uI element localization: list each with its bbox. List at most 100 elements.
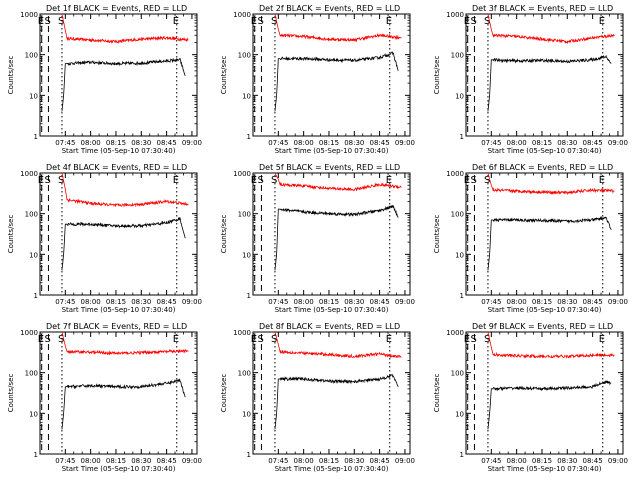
x-tick-label: 08:45 [583, 139, 603, 147]
x-tick-label: 08:45 [157, 298, 177, 306]
x-tick-label: 08:30 [557, 139, 577, 147]
x-tick-label: 07:45 [55, 457, 75, 465]
x-axis-label: Start Time (05-Sep-10 07:30:40) [62, 465, 176, 473]
event-marker-label: E [251, 334, 257, 345]
event-marker-label: S [44, 16, 50, 27]
event-marker-label: E [251, 16, 257, 27]
plot-frame [39, 172, 198, 296]
x-axis-label: Start Time (05-Sep-10 07:30:40) [275, 465, 389, 473]
x-tick-label: 08:00 [507, 457, 527, 465]
y-tick-label: 1000 [446, 329, 464, 337]
y-axis-label: Counts/sec [7, 56, 15, 95]
chart-title: Det 2f BLACK = Events, RED = LLD [259, 4, 400, 13]
chart-panel: Det 8f BLACK = Events, RED = LLD 1 10 100 10… [220, 322, 415, 473]
plot-frame [39, 331, 198, 455]
y-tick-label: 100 [25, 211, 38, 219]
lld-series-line [61, 331, 189, 356]
x-tick-label: 08:00 [81, 298, 101, 306]
chart-panel: Det 9f BLACK = Events, RED = LLD 1 10 100 10… [433, 322, 628, 473]
y-tick-label: 1000 [20, 11, 38, 19]
x-tick-label: 08:15 [106, 457, 126, 465]
y-tick-label: 100 [451, 52, 464, 60]
y-tick-label: 10 [29, 92, 38, 100]
x-tick-label: 08:45 [370, 457, 390, 465]
event-marker-label: S [58, 16, 64, 27]
event-marker-label: E [38, 175, 44, 186]
events-series-line [61, 378, 186, 430]
event-marker-label: S [271, 16, 277, 27]
x-tick-label: 08:00 [294, 457, 314, 465]
y-tick-label: 10 [455, 92, 464, 100]
x-tick-label: 09:00 [395, 298, 415, 306]
x-tick-label: 08:45 [157, 139, 177, 147]
x-tick-label: 07:45 [268, 139, 288, 147]
y-tick-label: 1000 [446, 170, 464, 178]
x-axis-label: Start Time (05-Sep-10 07:30:40) [62, 306, 176, 314]
lld-series-line [61, 172, 189, 208]
event-marker-label: E [599, 175, 605, 186]
chart-panel: Det 3f BLACK = Events, RED = LLD 1 10 100 10… [433, 4, 628, 155]
event-marker-label: E [173, 16, 179, 27]
x-tick-label: 08:00 [81, 139, 101, 147]
x-tick-label: 07:45 [55, 139, 75, 147]
lld-series-line [274, 172, 402, 192]
x-tick-label: 09:00 [608, 139, 628, 147]
y-tick-label: 10 [29, 251, 38, 259]
event-marker-label: S [470, 334, 476, 345]
event-marker-label: S [44, 334, 50, 345]
y-tick-label: 100 [25, 52, 38, 60]
x-tick-label: 08:45 [583, 457, 603, 465]
y-axis-label: Counts/sec [433, 374, 441, 413]
y-tick-label: 100 [25, 370, 38, 378]
y-tick-label: 100 [451, 370, 464, 378]
x-tick-label: 08:00 [294, 298, 314, 306]
x-axis-label: Start Time (05-Sep-10 07:30:40) [62, 147, 176, 155]
x-tick-label: 08:15 [106, 139, 126, 147]
y-tick-label: 1 [460, 451, 464, 459]
y-tick-label: 100 [238, 52, 251, 60]
x-tick-label: 08:45 [583, 298, 603, 306]
y-tick-label: 100 [451, 211, 464, 219]
x-axis-label: Start Time (05-Sep-10 07:30:40) [488, 147, 602, 155]
event-marker-label: S [257, 16, 263, 27]
x-axis-label: Start Time (05-Sep-10 07:30:40) [488, 306, 602, 314]
chart-title: Det 6f BLACK = Events, RED = LLD [472, 163, 613, 172]
x-tick-label: 08:45 [157, 457, 177, 465]
event-marker-label: E [38, 16, 44, 27]
events-series-line [61, 57, 186, 112]
events-series-line [274, 51, 399, 112]
event-marker-label: E [251, 175, 257, 186]
x-tick-label: 08:45 [370, 298, 390, 306]
y-tick-label: 10 [242, 410, 251, 418]
event-marker-label: S [271, 334, 277, 345]
event-marker-label: E [599, 16, 605, 27]
x-tick-label: 08:15 [319, 457, 339, 465]
x-tick-label: 09:00 [182, 457, 202, 465]
chart-panel: Det 6f BLACK = Events, RED = LLD 1 10 100 10… [433, 163, 628, 314]
plot-frame [252, 331, 411, 455]
y-axis-label: Counts/sec [220, 56, 228, 95]
y-axis-label: Counts/sec [220, 374, 228, 413]
x-tick-label: 09:00 [608, 298, 628, 306]
event-marker-label: S [484, 16, 490, 27]
x-tick-label: 08:15 [106, 298, 126, 306]
x-tick-label: 08:30 [131, 457, 151, 465]
y-tick-label: 1 [460, 292, 464, 300]
event-marker-label: S [44, 175, 50, 186]
x-tick-label: 08:15 [532, 298, 552, 306]
chart-title: Det 7f BLACK = Events, RED = LLD [46, 322, 187, 331]
x-axis-label: Start Time (05-Sep-10 07:30:40) [275, 306, 389, 314]
plot-frame [465, 172, 624, 296]
y-axis-label: Counts/sec [433, 215, 441, 254]
events-series-line [487, 380, 612, 430]
x-tick-label: 08:15 [532, 139, 552, 147]
event-marker-label: E [38, 334, 44, 345]
event-marker-label: S [58, 175, 64, 186]
y-tick-label: 10 [242, 92, 251, 100]
event-marker-label: E [386, 16, 392, 27]
chart-panel: Det 5f BLACK = Events, RED = LLD 1 10 100 10… [220, 163, 415, 314]
x-tick-label: 08:30 [344, 298, 364, 306]
chart-title: Det 8f BLACK = Events, RED = LLD [259, 322, 400, 331]
lld-series-line [274, 331, 402, 359]
y-tick-label: 1 [34, 451, 38, 459]
